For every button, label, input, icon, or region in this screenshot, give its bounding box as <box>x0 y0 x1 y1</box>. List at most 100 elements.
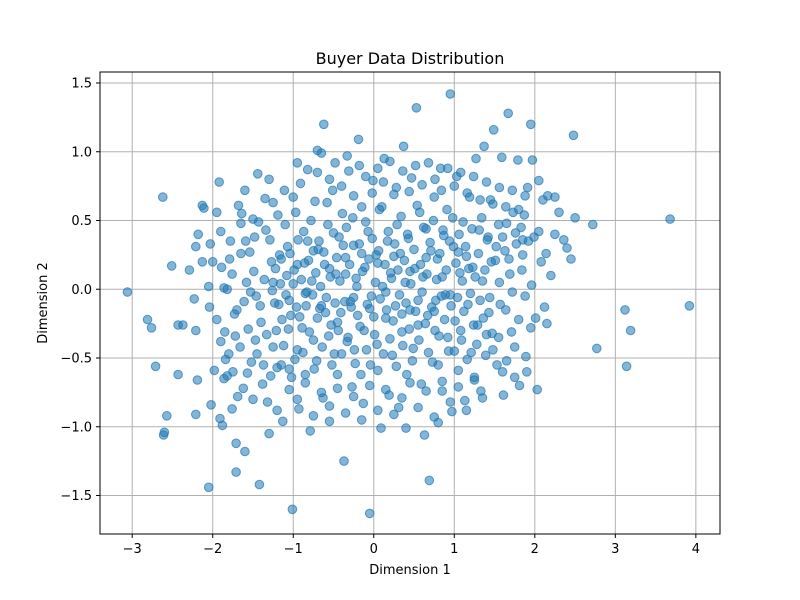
x-tick-label: 1 <box>450 542 458 557</box>
data-point <box>308 335 319 345</box>
data-point <box>402 369 412 380</box>
data-point <box>230 331 241 341</box>
data-point <box>435 248 445 259</box>
data-point <box>417 287 427 297</box>
data-point <box>236 208 247 219</box>
data-point <box>465 288 476 299</box>
data-point <box>282 270 292 281</box>
data-point <box>501 356 512 366</box>
data-point <box>336 349 347 359</box>
data-point <box>304 327 315 337</box>
data-point <box>501 305 511 315</box>
data-point <box>387 350 398 361</box>
data-point <box>227 404 237 414</box>
data-point <box>488 345 498 355</box>
data-point <box>509 372 520 383</box>
data-point <box>205 239 216 249</box>
data-point <box>321 292 332 303</box>
data-point <box>300 378 311 388</box>
data-point <box>436 291 447 301</box>
data-point <box>484 292 495 303</box>
data-point <box>425 237 435 248</box>
data-point <box>520 291 530 301</box>
data-point <box>320 307 331 318</box>
data-point <box>286 372 297 383</box>
data-point <box>342 151 353 161</box>
x-tick-label: 4 <box>692 542 700 557</box>
data-point <box>256 317 266 328</box>
data-point <box>394 290 405 300</box>
data-point <box>287 504 298 515</box>
data-point <box>446 301 456 311</box>
data-point <box>341 222 352 233</box>
data-point <box>550 229 560 240</box>
data-point <box>348 391 359 402</box>
data-point <box>478 313 489 323</box>
data-point <box>406 173 417 183</box>
data-point <box>523 236 534 246</box>
data-point <box>364 254 374 264</box>
data-point <box>316 301 327 311</box>
data-point <box>514 380 525 391</box>
data-point <box>391 361 402 372</box>
data-point <box>373 405 383 416</box>
data-point <box>468 171 479 182</box>
data-point <box>193 229 203 240</box>
data-point <box>453 382 464 392</box>
data-point <box>526 119 536 130</box>
data-point <box>294 312 305 322</box>
data-point <box>481 177 492 187</box>
data-point <box>203 482 214 493</box>
data-point <box>381 384 391 395</box>
data-point <box>356 248 367 259</box>
data-point <box>361 345 372 355</box>
data-point <box>484 307 494 318</box>
data-point <box>324 174 335 185</box>
data-point <box>158 192 168 202</box>
data-point <box>513 314 524 325</box>
data-point <box>447 406 457 417</box>
data-point <box>357 266 368 277</box>
data-point <box>270 263 281 274</box>
data-point <box>260 193 270 204</box>
data-point <box>477 276 488 286</box>
data-point <box>330 298 340 308</box>
data-point <box>236 218 246 229</box>
data-point <box>506 327 517 337</box>
data-point <box>665 214 675 224</box>
data-point <box>398 141 409 152</box>
data-point <box>507 185 518 196</box>
data-point <box>449 181 460 191</box>
data-point <box>402 229 413 240</box>
data-point <box>203 281 214 292</box>
data-point <box>166 261 177 271</box>
data-point <box>470 272 481 282</box>
data-point <box>308 246 319 256</box>
data-point <box>324 401 335 411</box>
data-point <box>359 325 369 336</box>
data-point <box>364 508 375 519</box>
data-point <box>554 207 564 218</box>
data-point <box>381 287 391 297</box>
data-point <box>413 402 423 413</box>
data-point <box>240 236 251 246</box>
data-point <box>328 228 339 238</box>
data-point <box>364 303 375 314</box>
data-point <box>312 167 323 178</box>
data-point <box>451 258 461 268</box>
data-point <box>360 217 371 227</box>
data-point <box>501 218 512 229</box>
x-tick-label: −2 <box>203 542 222 557</box>
data-point <box>542 318 552 329</box>
data-point <box>516 222 526 233</box>
data-point <box>497 232 508 242</box>
x-tick-label: 3 <box>611 542 619 557</box>
data-point <box>488 125 499 135</box>
data-point <box>462 188 473 198</box>
data-point <box>344 259 355 270</box>
data-point <box>530 313 541 323</box>
data-point <box>360 171 371 182</box>
data-point <box>475 195 485 205</box>
data-point <box>534 226 544 237</box>
